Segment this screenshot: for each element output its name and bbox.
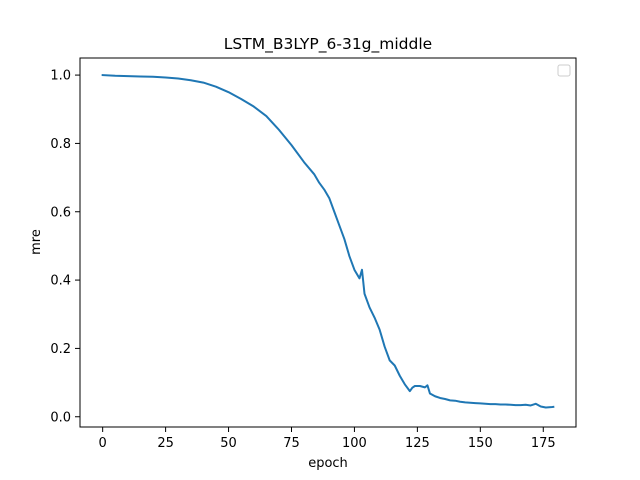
plot-area-frame: [79, 57, 577, 428]
legend-box: [557, 64, 571, 77]
y-axis-ticks: 0.0 0.2 0.4 0.6 0.8 1.0: [50, 69, 80, 425]
x-tick-label: 100: [342, 436, 367, 451]
y-tick-label: 0.0: [50, 410, 71, 425]
x-tick-label: 150: [468, 436, 493, 451]
y-axis-label: mre: [29, 229, 44, 255]
series-layer: [101, 74, 555, 409]
x-tick-label: 75: [283, 436, 300, 451]
y-tick-label: 0.4: [50, 274, 71, 289]
series-line: [101, 74, 555, 409]
y-tick-label: 0.8: [50, 137, 71, 152]
x-tick-label: 25: [157, 436, 174, 451]
y-tick-label: 0.2: [50, 342, 71, 357]
x-tick-label: 50: [220, 436, 237, 451]
x-axis-ticks: 0 25 50 75 100 125 150 175: [99, 427, 556, 451]
x-tick-label: 0: [99, 436, 107, 451]
chart-title: LSTM_B3LYP_6-31g_middle: [224, 35, 432, 54]
x-tick-label: 125: [405, 436, 430, 451]
y-tick-label: 1.0: [50, 69, 71, 84]
x-axis-label: epoch: [308, 456, 348, 471]
y-tick-label: 0.6: [50, 205, 71, 220]
x-tick-label: 175: [531, 436, 556, 451]
